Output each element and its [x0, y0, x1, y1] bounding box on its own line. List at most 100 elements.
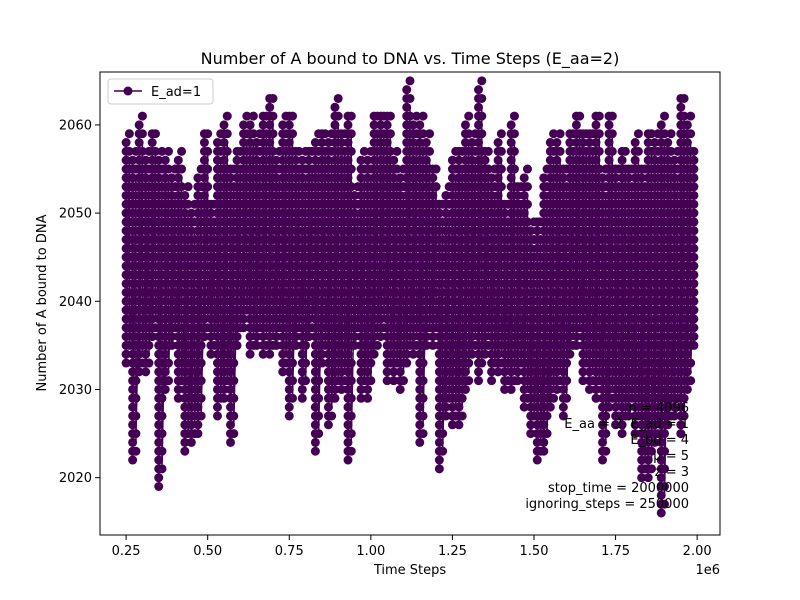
- data-point: [460, 252, 470, 262]
- data-point: [682, 332, 692, 342]
- data-point: [376, 235, 386, 245]
- data-point: [643, 279, 653, 289]
- data-point: [369, 296, 379, 306]
- data-point: [356, 358, 366, 368]
- data-point: [415, 314, 425, 324]
- data-point: [317, 173, 327, 183]
- data-point: [180, 323, 190, 333]
- data-point: [369, 252, 379, 262]
- data-point: [682, 120, 692, 130]
- data-point: [480, 305, 490, 315]
- data-point: [402, 93, 412, 103]
- data-point: [558, 252, 568, 262]
- data-point: [297, 217, 307, 227]
- data-point: [415, 129, 425, 139]
- data-point: [219, 173, 229, 183]
- data-point: [676, 314, 686, 324]
- data-point: [147, 252, 157, 262]
- data-point: [154, 305, 164, 315]
- data-point: [656, 296, 666, 306]
- data-point: [460, 270, 470, 280]
- data-point: [232, 305, 242, 315]
- annotation-line: n = 4096: [629, 401, 689, 416]
- data-point: [356, 182, 366, 192]
- data-point: [624, 279, 634, 289]
- data-point: [474, 208, 484, 218]
- data-point: [545, 305, 555, 315]
- y-tick-label: 2060: [59, 118, 92, 133]
- data-point: [265, 146, 275, 156]
- data-point: [656, 367, 666, 377]
- data-point: [239, 305, 249, 315]
- data-point: [604, 129, 614, 139]
- data-point: [173, 358, 183, 368]
- data-point: [376, 199, 386, 209]
- data-point: [219, 190, 229, 200]
- data-point: [278, 296, 288, 306]
- data-point: [558, 261, 568, 271]
- data-point: [676, 190, 686, 200]
- data-point: [147, 173, 157, 183]
- data-point: [487, 252, 497, 262]
- data-point: [343, 138, 353, 148]
- data-point: [460, 235, 470, 245]
- data-point: [565, 217, 575, 227]
- data-point: [617, 296, 627, 306]
- data-point: [128, 235, 138, 245]
- data-point: [330, 129, 340, 139]
- data-point: [434, 358, 444, 368]
- data-point: [369, 217, 379, 227]
- data-point: [513, 208, 523, 218]
- data-point: [689, 199, 699, 209]
- data-point: [199, 146, 209, 156]
- data-point: [598, 235, 608, 245]
- data-point: [395, 217, 405, 227]
- data-point: [219, 340, 229, 350]
- data-point: [408, 199, 418, 209]
- data-point: [487, 235, 497, 245]
- data-point: [565, 155, 575, 165]
- data-point: [624, 261, 634, 271]
- data-point: [467, 226, 477, 236]
- data-point: [284, 270, 294, 280]
- data-point: [134, 314, 144, 324]
- data-point: [584, 243, 594, 253]
- data-point: [552, 243, 562, 253]
- data-point: [474, 173, 484, 183]
- data-point: [193, 270, 203, 280]
- data-point: [650, 420, 660, 430]
- data-point: [434, 208, 444, 218]
- data-point: [506, 349, 516, 359]
- data-point: [598, 199, 608, 209]
- data-point: [467, 252, 477, 262]
- data-point: [160, 199, 170, 209]
- data-point: [447, 287, 457, 297]
- data-point: [526, 296, 536, 306]
- data-point: [376, 243, 386, 253]
- data-point: [389, 208, 399, 218]
- data-point: [382, 296, 392, 306]
- data-point: [382, 217, 392, 227]
- data-point: [539, 287, 549, 297]
- data-point: [160, 279, 170, 289]
- data-point: [591, 199, 601, 209]
- data-point: [219, 393, 229, 403]
- data-point: [558, 323, 568, 333]
- data-point: [637, 226, 647, 236]
- data-point: [415, 279, 425, 289]
- data-point: [598, 208, 608, 218]
- data-point: [310, 349, 320, 359]
- data-point: [682, 279, 692, 289]
- data-point: [460, 349, 470, 359]
- data-point: [460, 199, 470, 209]
- data-point: [154, 455, 164, 465]
- data-point: [382, 332, 392, 342]
- data-point: [526, 332, 536, 342]
- data-point: [402, 287, 412, 297]
- data-point: [147, 208, 157, 218]
- data-point: [278, 208, 288, 218]
- data-point: [369, 340, 379, 350]
- data-point: [624, 349, 634, 359]
- data-point: [447, 420, 457, 430]
- data-point: [363, 349, 373, 359]
